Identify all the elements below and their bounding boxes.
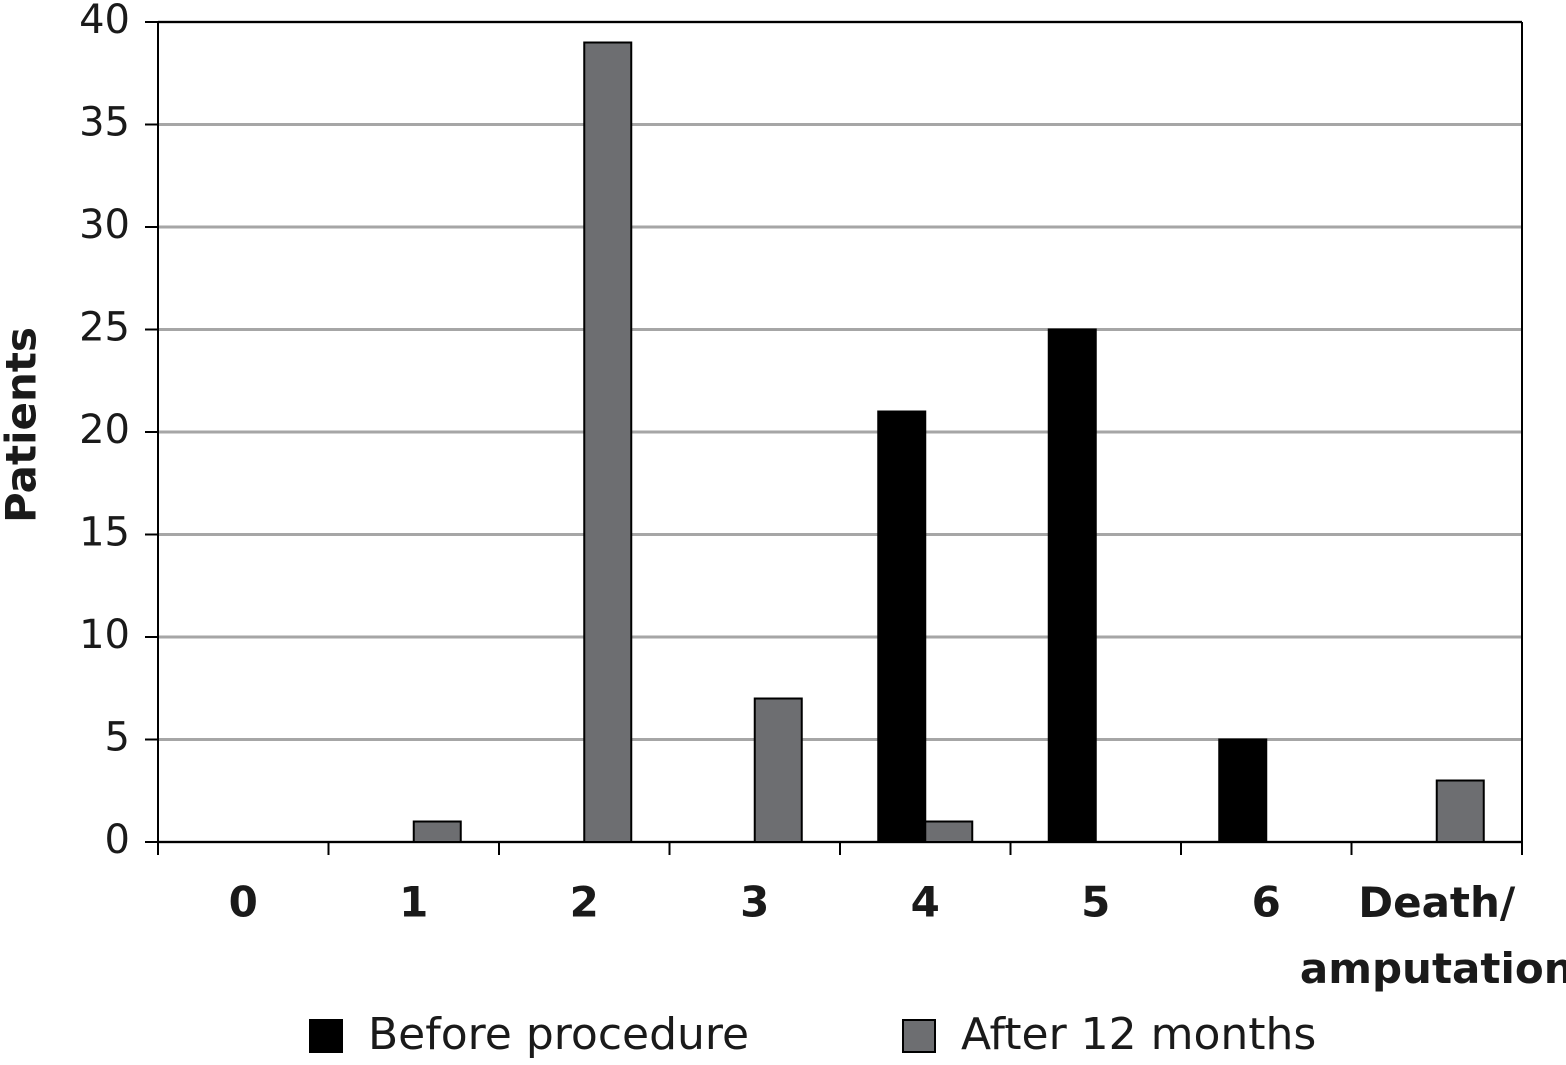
y-tick-label: 0 bbox=[105, 817, 130, 863]
legend-label: Before procedure bbox=[368, 1009, 749, 1060]
bar bbox=[583, 41, 633, 843]
x-tick-label: 2 bbox=[570, 878, 599, 927]
y-tick-label: 15 bbox=[79, 510, 130, 556]
x-tick-label: 5 bbox=[1081, 878, 1110, 927]
y-tick-label: 10 bbox=[79, 612, 130, 658]
x-tick-label: 4 bbox=[911, 878, 940, 927]
y-tick-label: 20 bbox=[79, 407, 130, 453]
x-tick-label: 3 bbox=[740, 878, 769, 927]
legend-swatch bbox=[309, 1019, 343, 1053]
y-tick-label: 30 bbox=[79, 202, 130, 248]
x-tick-label: 1 bbox=[399, 878, 428, 927]
bar bbox=[877, 410, 927, 843]
y-axis-label: Patients bbox=[0, 327, 46, 523]
legend-swatch bbox=[902, 1019, 936, 1053]
bar bbox=[1435, 779, 1485, 843]
bar bbox=[753, 697, 803, 843]
x-tick-label: 6 bbox=[1252, 878, 1281, 927]
y-tick-label: 25 bbox=[79, 305, 130, 351]
bar bbox=[1218, 738, 1268, 843]
x-tick-label: Death/amputation bbox=[1300, 878, 1566, 993]
bar bbox=[924, 820, 974, 843]
bar bbox=[412, 820, 462, 843]
y-tick-label: 5 bbox=[105, 715, 130, 761]
y-tick-label: 35 bbox=[79, 100, 130, 146]
bar bbox=[1047, 328, 1097, 843]
x-tick-label: 0 bbox=[229, 878, 258, 927]
legend-label: After 12 months bbox=[961, 1009, 1316, 1060]
y-tick-label: 40 bbox=[79, 0, 130, 43]
